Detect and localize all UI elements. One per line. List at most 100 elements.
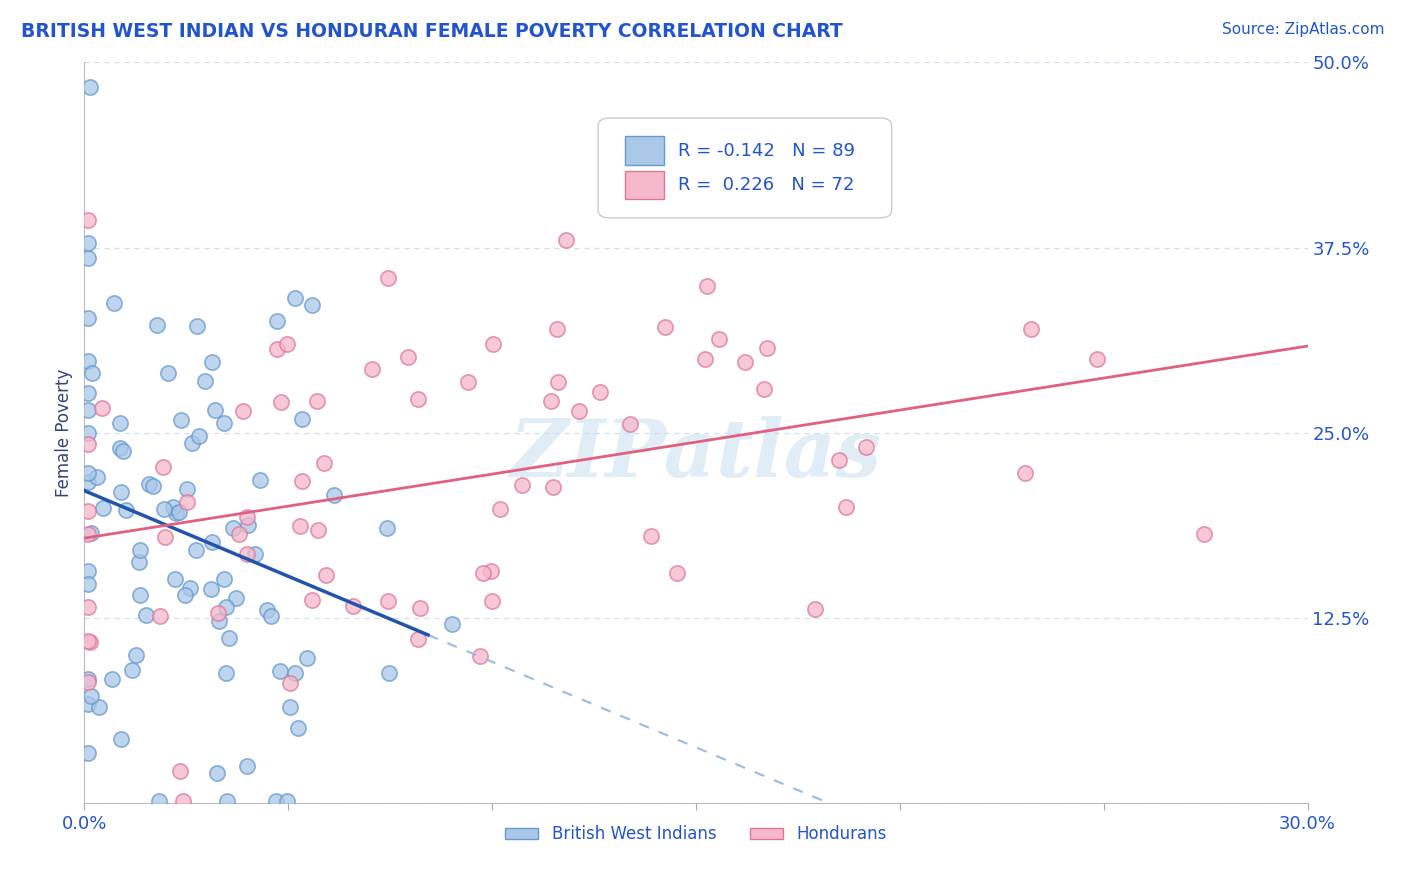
Point: [297, 650, 319, 665]
Point: [291, 474, 314, 488]
Point: [377, 593, 399, 607]
Point: [342, 599, 364, 614]
Point: [835, 500, 858, 515]
Point: [619, 417, 641, 432]
Point: [204, 403, 226, 417]
Point: [162, 500, 184, 515]
Point: [489, 501, 512, 516]
Point: [163, 572, 186, 586]
Point: [264, 794, 287, 808]
Point: [547, 375, 569, 389]
Point: [756, 341, 779, 355]
Y-axis label: Female Poverty: Female Poverty: [55, 368, 73, 497]
Point: [510, 477, 533, 491]
Point: [77, 633, 100, 648]
Point: [305, 393, 328, 408]
Point: [187, 428, 209, 442]
Point: [1019, 322, 1042, 336]
Point: [103, 296, 125, 310]
Point: [125, 648, 148, 662]
Point: [540, 394, 562, 409]
Point: [79, 689, 101, 703]
Point: [149, 609, 172, 624]
Point: [77, 466, 100, 480]
Point: [236, 759, 259, 773]
Point: [278, 676, 301, 690]
Point: [245, 547, 267, 561]
Point: [148, 794, 170, 808]
Point: [266, 313, 288, 327]
Point: [855, 440, 877, 454]
Point: [290, 519, 312, 533]
Point: [77, 251, 100, 265]
Point: [280, 699, 302, 714]
Point: [77, 236, 100, 251]
FancyBboxPatch shape: [598, 118, 891, 218]
Point: [173, 588, 195, 602]
Point: [77, 402, 100, 417]
Point: [179, 582, 201, 596]
Point: [232, 404, 254, 418]
Point: [155, 530, 177, 544]
Point: [269, 664, 291, 678]
Point: [377, 271, 399, 285]
Point: [481, 594, 503, 608]
Point: [284, 665, 307, 680]
Point: [236, 518, 259, 533]
Point: [222, 521, 245, 535]
Point: [87, 700, 110, 714]
Point: [256, 603, 278, 617]
Point: [568, 404, 591, 418]
Point: [406, 632, 429, 646]
Point: [546, 322, 568, 336]
Point: [276, 337, 298, 351]
Point: [276, 794, 298, 808]
Point: [409, 601, 432, 615]
Point: [215, 600, 238, 615]
Point: [77, 577, 100, 591]
Point: [186, 318, 208, 333]
Point: [165, 507, 187, 521]
Point: [482, 337, 505, 351]
Point: [236, 547, 259, 561]
Point: [543, 480, 565, 494]
Point: [361, 362, 384, 376]
Point: [141, 479, 163, 493]
Point: [77, 527, 100, 541]
Point: [110, 416, 132, 430]
Point: [284, 291, 307, 305]
Point: [169, 764, 191, 779]
Point: [186, 542, 208, 557]
FancyBboxPatch shape: [626, 171, 664, 200]
Point: [77, 503, 100, 517]
Point: [170, 413, 193, 427]
Point: [108, 442, 131, 456]
Point: [457, 375, 479, 389]
Point: [77, 698, 100, 712]
Point: [260, 609, 283, 624]
Text: BRITISH WEST INDIAN VS HONDURAN FEMALE POVERTY CORRELATION CHART: BRITISH WEST INDIAN VS HONDURAN FEMALE P…: [21, 22, 842, 41]
Point: [172, 794, 194, 808]
Point: [1085, 351, 1108, 366]
Point: [1014, 466, 1036, 480]
Point: [291, 411, 314, 425]
Point: [734, 355, 756, 369]
FancyBboxPatch shape: [626, 136, 664, 165]
Point: [396, 350, 419, 364]
Point: [301, 298, 323, 312]
Point: [157, 367, 180, 381]
Point: [471, 566, 494, 580]
Point: [315, 567, 337, 582]
Point: [696, 278, 718, 293]
Point: [375, 521, 398, 535]
Point: [176, 495, 198, 509]
Point: [129, 588, 152, 602]
Point: [80, 366, 103, 380]
Point: [266, 342, 288, 356]
Point: [101, 672, 124, 686]
Point: [77, 310, 100, 325]
Point: [693, 351, 716, 366]
Point: [640, 529, 662, 543]
Point: [440, 617, 463, 632]
Point: [135, 608, 157, 623]
